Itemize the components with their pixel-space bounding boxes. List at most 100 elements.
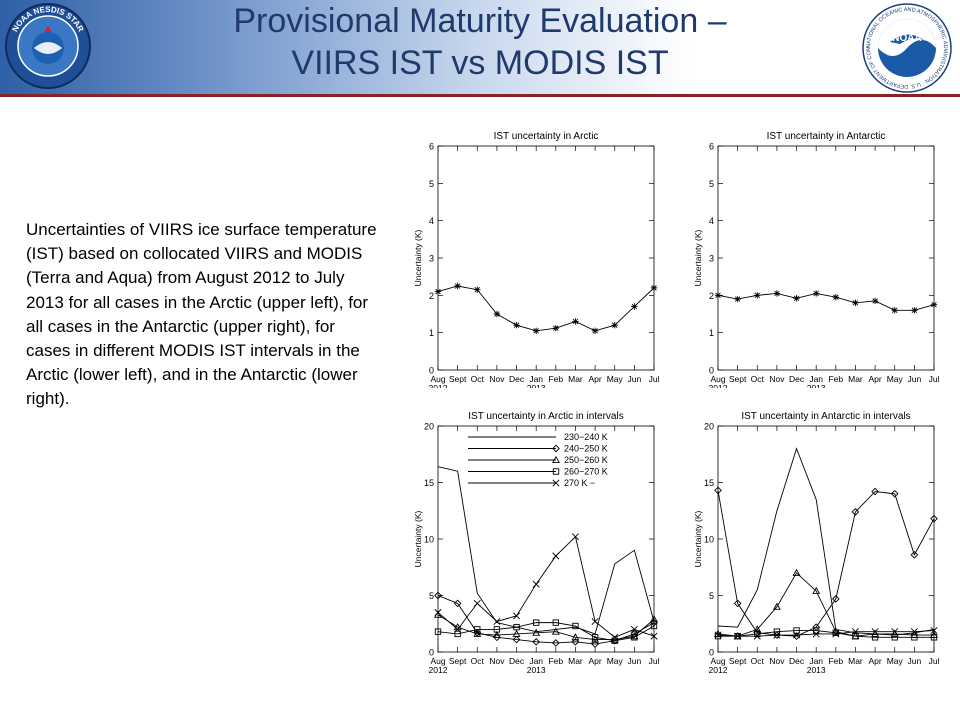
data-point — [650, 632, 658, 640]
x-tick-label: Jun — [628, 656, 642, 666]
chart-title: IST uncertainty in Arctic in intervals — [468, 411, 623, 422]
data-point — [793, 295, 800, 302]
chart-antarctic-intervals: IST uncertainty in Antarctic in interval… — [693, 411, 940, 675]
y-tick-label: 0 — [429, 366, 434, 376]
data-point — [631, 303, 638, 310]
year-label: 2013 — [807, 665, 826, 675]
series-260-270-k — [434, 619, 658, 644]
data-point — [552, 619, 559, 626]
x-tick-label: Feb — [828, 374, 843, 384]
x-tick-label: Apr — [588, 374, 601, 384]
data-point — [792, 568, 801, 576]
x-tick-label: Jun — [628, 374, 642, 384]
data-point — [891, 634, 898, 641]
year-label: 2012 — [429, 383, 448, 388]
data-point — [532, 628, 541, 636]
data-point — [532, 327, 540, 334]
y-tick-label: 5 — [709, 179, 714, 189]
x-tick-label: Jan — [529, 656, 543, 666]
data-point — [453, 599, 462, 608]
x-tick-label: Feb — [548, 374, 563, 384]
x-tick-label: Aug — [430, 656, 445, 666]
series-270-k- — [434, 533, 658, 641]
data-point — [454, 282, 461, 290]
x-tick-label: Nov — [769, 374, 785, 384]
x-tick-label: Sept — [729, 656, 747, 666]
data-point — [911, 307, 918, 314]
x-tick-label: Jan — [809, 374, 823, 384]
data-point — [611, 637, 618, 644]
data-point — [591, 635, 600, 643]
x-tick-label: Oct — [471, 374, 485, 384]
series-250-260-k — [714, 568, 938, 640]
data-point — [611, 322, 618, 329]
data-point — [871, 628, 879, 636]
y-tick-label: 6 — [429, 142, 434, 152]
y-tick-label: 3 — [709, 254, 714, 264]
data-point — [631, 634, 638, 641]
x-tick-label: Dec — [509, 656, 525, 666]
data-point — [891, 628, 899, 636]
series-main — [714, 290, 938, 314]
y-tick-label: 10 — [424, 535, 434, 545]
year-label: 2013 — [527, 383, 546, 388]
data-point — [513, 612, 521, 620]
y-axis-label: Uncertainty (K) — [413, 229, 423, 286]
year-label: 2013 — [527, 665, 546, 675]
data-point — [812, 290, 820, 297]
series-270-k- — [714, 627, 938, 640]
data-point — [532, 637, 541, 646]
data-point — [812, 630, 820, 638]
x-tick-label: Jun — [908, 656, 922, 666]
legend-label: 240−250 K — [564, 444, 608, 454]
x-tick-label: Feb — [828, 656, 843, 666]
data-point — [852, 633, 859, 640]
x-tick-label: Jul — [929, 656, 940, 666]
y-tick-label: 6 — [709, 142, 714, 152]
data-point — [493, 626, 501, 633]
x-tick-label: Jul — [649, 374, 660, 384]
data-point — [773, 290, 781, 297]
y-tick-label: 1 — [429, 328, 434, 338]
x-tick-label: Aug — [430, 374, 445, 384]
x-tick-label: Dec — [789, 374, 805, 384]
data-point — [572, 622, 579, 630]
year-label: 2012 — [429, 665, 448, 675]
data-point — [793, 627, 800, 634]
data-point — [474, 626, 481, 633]
series-line — [717, 490, 935, 637]
x-tick-label: Mar — [848, 656, 863, 666]
x-tick-label: Nov — [489, 374, 505, 384]
y-tick-label: 4 — [429, 216, 434, 226]
x-tick-label: Sept — [449, 656, 467, 666]
data-point — [813, 627, 820, 634]
header-banner — [0, 0, 960, 94]
data-point — [930, 301, 938, 308]
x-tick-label: May — [607, 374, 624, 384]
x-tick-label: Mar — [568, 374, 583, 384]
data-point — [773, 628, 781, 635]
data-point — [551, 627, 560, 635]
x-tick-label: May — [607, 656, 624, 666]
y-tick-label: 5 — [429, 591, 434, 601]
x-tick-label: Dec — [509, 374, 525, 384]
legend-marker — [552, 455, 560, 464]
data-point — [911, 634, 918, 641]
x-tick-label: Apr — [868, 656, 881, 666]
x-tick-label: Aug — [710, 374, 725, 384]
legend-label: 230−240 K — [564, 432, 608, 442]
data-point — [832, 630, 840, 638]
y-tick-label: 0 — [429, 648, 434, 658]
plot-frame — [717, 145, 935, 371]
data-point — [714, 486, 722, 495]
data-point — [551, 639, 560, 647]
data-point — [493, 310, 501, 318]
data-point — [871, 297, 879, 305]
data-point — [512, 635, 521, 644]
x-tick-label: May — [887, 656, 904, 666]
x-tick-label: Oct — [471, 656, 485, 666]
y-tick-label: 5 — [709, 591, 714, 601]
legend-label: 250−260 K — [564, 455, 608, 465]
data-point — [434, 608, 442, 616]
x-tick-label: Dec — [789, 656, 805, 666]
